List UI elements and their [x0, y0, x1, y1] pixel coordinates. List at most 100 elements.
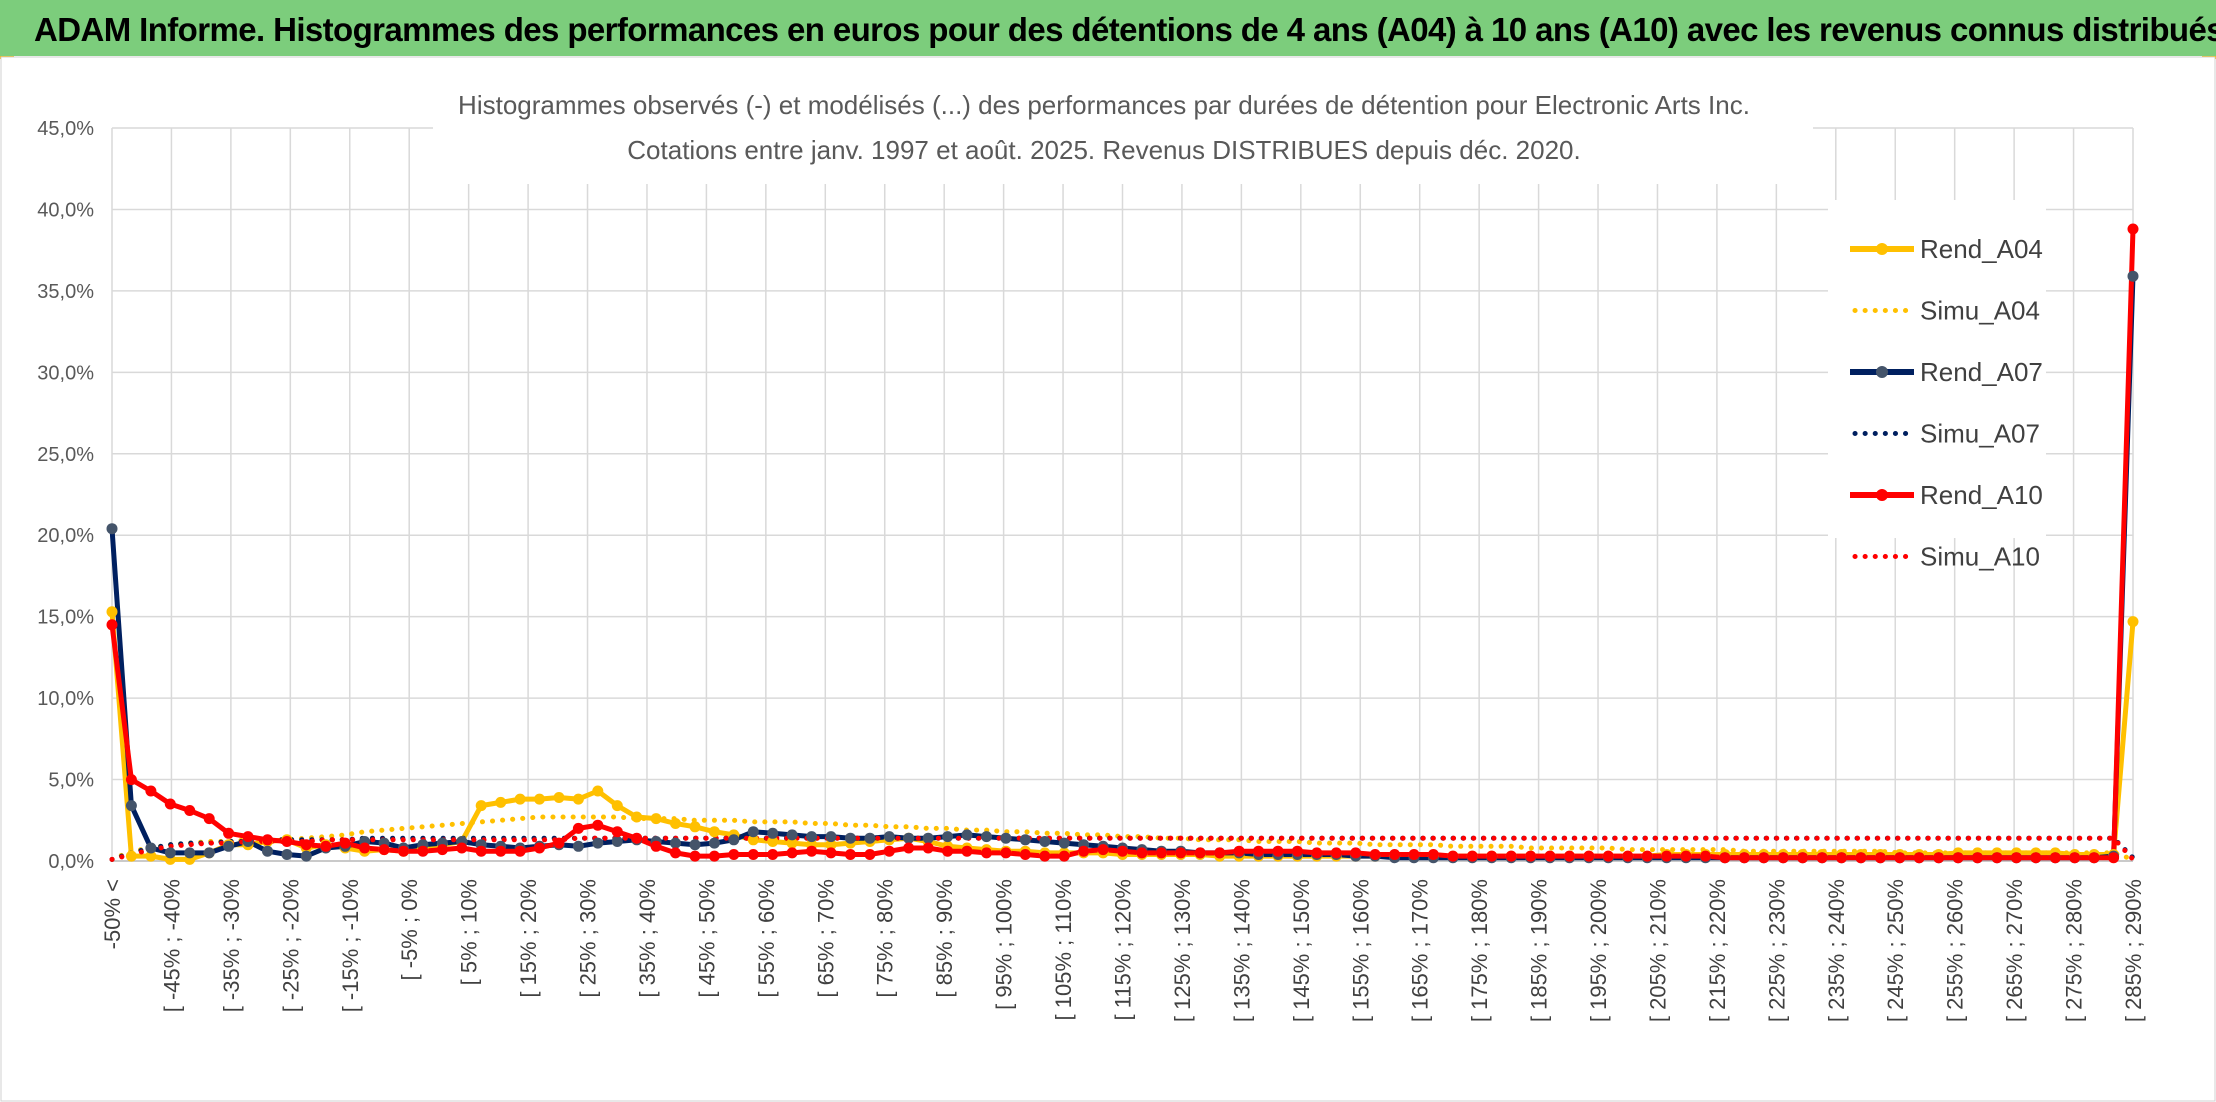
data-point-rend-a10 [728, 849, 740, 860]
x-tick-label: [ 235% ; 240% [1824, 879, 1849, 1022]
data-point-rend-a10 [1058, 850, 1070, 862]
y-tick-label: 5,0% [48, 770, 94, 792]
y-axis-labels: 0,0% 5,0% 10,0% 15,0% 20,0% 25,0% 30,0% 35,0% 40… [37, 118, 94, 873]
data-point-rend-a10 [106, 619, 118, 631]
x-tick-label: [ 155% ; 160% [1348, 879, 1373, 1022]
data-point-rend-a10 [1505, 850, 1517, 862]
data-point-rend-a10 [1622, 850, 1634, 862]
chart-title-background [433, 86, 1813, 184]
data-point-rend-a10 [378, 844, 390, 856]
chart-subtitle: Cotations entre janv. 1997 et août. 2025… [627, 135, 1580, 165]
data-point-rend-a10 [1233, 845, 1245, 857]
x-tick-label: [ 85% ; 90% [932, 879, 957, 998]
data-point-rend-a10 [1816, 852, 1828, 864]
data-point-rend-a07 [942, 831, 954, 843]
data-point-rend-a07 [670, 837, 681, 849]
data-point-rend-a04 [767, 836, 779, 847]
data-point-rend-a10 [1427, 849, 1439, 860]
data-point-rend-a10 [1641, 850, 1653, 862]
data-point-rend-a10 [1466, 850, 1478, 862]
data-point-rend-a07 [922, 832, 934, 844]
data-point-rend-a10 [572, 822, 584, 834]
data-point-rend-a04 [534, 793, 545, 805]
data-point-rend-a07 [961, 829, 973, 841]
data-point-rend-a10 [747, 849, 759, 860]
data-point-rend-a10 [184, 805, 196, 816]
data-point-rend-a07 [786, 829, 798, 841]
y-tick-label: 45,0% [37, 118, 94, 140]
legend-label-simu-a04: Simu_A04 [1920, 296, 2040, 326]
data-point-rend-a10 [262, 834, 273, 846]
chart-legend: Rend_A04 Simu_A04 Rend_A07 Simu_A07 Rend_A10… [1828, 200, 2046, 572]
legend-label-rend-a04: Rend_A04 [1920, 234, 2043, 264]
data-point-rend-a10 [1253, 845, 1264, 857]
data-point-rend-a10 [1078, 845, 1090, 857]
data-point-rend-a10 [767, 849, 779, 860]
y-tick-label: 15,0% [37, 607, 94, 629]
y-tick-label: 40,0% [37, 199, 94, 221]
y-tick-label: 0,0% [48, 851, 94, 873]
x-tick-label: [ 135% ; 140% [1229, 879, 1254, 1022]
data-point-rend-a10 [436, 844, 448, 856]
x-tick-label: [ 225% ; 230% [1764, 879, 1789, 1022]
data-point-rend-a10 [708, 850, 720, 862]
data-point-rend-a10 [689, 850, 701, 862]
data-point-rend-a10 [2069, 852, 2081, 864]
data-point-rend-a07 [1019, 834, 1031, 846]
data-point-rend-a04 [106, 606, 118, 618]
data-point-rend-a07 [981, 831, 992, 843]
x-tick-label: [ -45% ; -40% [159, 879, 184, 1012]
y-tick-label: 10,0% [37, 688, 94, 710]
data-point-rend-a07 [747, 826, 759, 838]
data-point-rend-a07 [611, 836, 623, 847]
data-point-rend-a10 [320, 840, 332, 852]
data-point-rend-a10 [339, 837, 351, 849]
data-point-rend-a10 [1700, 850, 1711, 862]
data-point-rend-a10 [922, 842, 934, 854]
x-tick-label: [ 125% ; 130% [1170, 879, 1195, 1022]
data-point-rend-a10 [398, 845, 409, 857]
data-point-rend-a07 [903, 832, 915, 844]
data-point-rend-a10 [125, 774, 137, 786]
data-point-rend-a07 [223, 840, 235, 852]
legend-label-rend-a07: Rend_A07 [1920, 357, 2043, 387]
data-point-rend-a10 [903, 842, 915, 854]
data-point-rend-a04 [145, 850, 157, 862]
x-tick-label: [ 145% ; 150% [1289, 879, 1314, 1022]
chart-grid [111, 127, 2134, 862]
x-tick-label: [ 5% ; 10% [457, 879, 482, 985]
data-point-rend-a10 [1661, 850, 1673, 862]
data-point-rend-a10 [1719, 852, 1731, 864]
data-point-rend-a10 [1758, 852, 1770, 864]
data-point-rend-a10 [1350, 847, 1362, 859]
x-tick-label: [ 45% ; 50% [694, 879, 719, 998]
data-point-rend-a07 [2127, 270, 2139, 282]
data-point-rend-a10 [1933, 852, 1945, 864]
data-point-rend-a10 [1894, 852, 1906, 864]
x-tick-label: [ 285% ; 290% [2121, 879, 2146, 1022]
legend-label-simu-a07: Simu_A07 [1920, 419, 2040, 449]
data-point-rend-a10 [1602, 850, 1614, 862]
x-tick-label: [ 55% ; 60% [754, 879, 779, 998]
data-point-rend-a04 [2127, 616, 2139, 628]
data-point-rend-a10 [631, 832, 643, 844]
x-tick-label: [ 185% ; 190% [1527, 879, 1552, 1022]
data-point-rend-a07 [1058, 837, 1070, 849]
y-tick-label: 30,0% [37, 362, 94, 384]
data-point-rend-a10 [1972, 852, 1983, 864]
data-point-rend-a10 [456, 842, 468, 854]
data-point-rend-a04 [495, 796, 507, 808]
data-point-rend-a10 [1797, 852, 1809, 864]
data-point-rend-a10 [611, 826, 623, 838]
data-point-rend-a10 [417, 845, 429, 857]
x-tick-label: [ 215% ; 220% [1705, 879, 1730, 1022]
x-tick-label: [ 245% ; 250% [1883, 879, 1908, 1022]
data-point-rend-a10 [592, 819, 604, 831]
data-point-rend-a07 [1039, 836, 1051, 847]
data-point-rend-a04 [631, 811, 643, 823]
data-point-rend-a10 [1291, 845, 1303, 857]
x-tick-label: [ 255% ; 260% [1943, 879, 1968, 1022]
legend-marker-rend-a07 [1876, 366, 1888, 378]
x-tick-label: [ 175% ; 180% [1467, 879, 1492, 1022]
data-point-rend-a10 [981, 847, 992, 859]
